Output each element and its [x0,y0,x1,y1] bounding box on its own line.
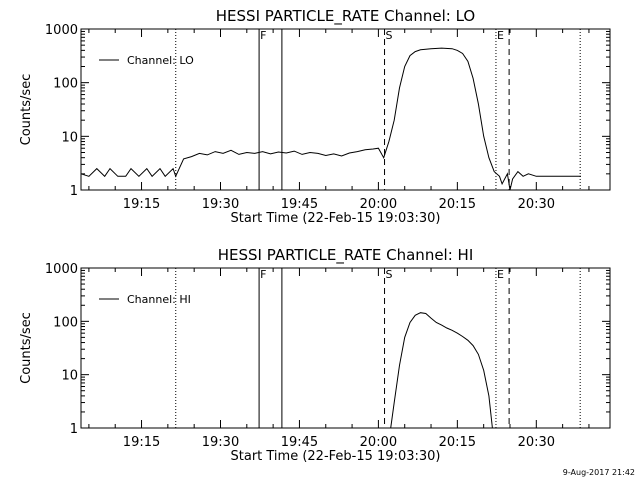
x-tick-label: 20:15 [439,435,476,450]
y-tick-label: 1000 [45,23,78,38]
y-tick-label: 1 [70,184,78,199]
y-tick-label: 1000 [45,262,78,277]
plot-frame [80,28,611,191]
x-tick-label: 19:30 [202,435,239,450]
legend-entry: Channel: LO [127,54,194,67]
y-axis-label: Counts/sec [19,74,34,146]
x-tick-label: 20:00 [360,197,397,212]
panel-lo: HESSI PARTICLE_RATE Channel: LO 1 10 100 100… [19,7,611,226]
event-marker-label: F [260,29,266,42]
x-tick-label: 20:15 [439,197,476,212]
event-marker-label: E [497,29,504,42]
event-marker-label: F [260,268,266,281]
x-tick-label: 19:45 [281,197,318,212]
x-axis-label: Start Time (22-Feb-15 19:03:30) [231,449,441,464]
series-line-hi [390,312,493,429]
chart-title: HESSI PARTICLE_RATE Channel: HI [218,246,474,265]
plot-frame [80,267,611,429]
x-tick-label: 20:00 [360,435,397,450]
x-tick-label: 20:30 [518,197,555,212]
chart-title: HESSI PARTICLE_RATE Channel: LO [216,7,475,26]
footer-timestamp: 9-Aug-2017 21:42 [563,468,635,477]
y-tick-label: 1 [70,422,78,437]
series-line-lo [80,47,581,191]
x-tick-label: 19:30 [202,197,239,212]
panel-hi: HESSI PARTICLE_RATE Channel: HI 1 10 100 100… [19,246,611,464]
y-axis-label: Counts/sec [19,312,34,384]
x-tick-label: 20:30 [518,435,555,450]
y-tick-label: 100 [53,77,78,92]
x-tick-label: 19:45 [281,435,318,450]
y-tick-label: 100 [53,315,78,330]
event-marker-label: S [386,29,393,42]
event-marker-label: S [386,268,393,281]
event-marker-label: E [497,268,504,281]
y-tick-label: 10 [61,369,78,384]
x-tick-label: 19:15 [123,197,160,212]
legend-entry: Channel: HI [127,293,191,306]
x-axis-label: Start Time (22-Feb-15 19:03:30) [231,211,441,226]
x-tick-label: 19:15 [123,435,160,450]
y-tick-label: 10 [61,130,78,145]
